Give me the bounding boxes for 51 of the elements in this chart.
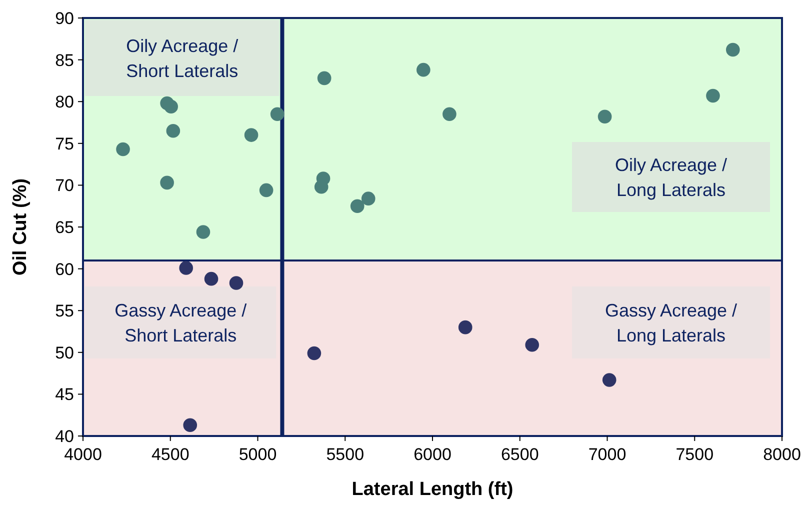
point [160, 176, 174, 190]
x-tick-label: 7500 [676, 445, 714, 464]
point [166, 124, 180, 138]
annotation: Oily Acreage / Short Laterals [126, 36, 238, 81]
x-tick-label: 6000 [414, 445, 452, 464]
point [259, 183, 274, 198]
y-axis-title: Oil Cut (%) [10, 178, 31, 276]
annotation: Oily Acreage / Long Laterals [614, 155, 728, 200]
point [116, 142, 130, 156]
point [525, 338, 540, 352]
x-tick-label: 4000 [64, 445, 102, 464]
point [307, 346, 322, 360]
x-tick-label: 4500 [151, 445, 190, 464]
x-tick-label: 6500 [500, 445, 539, 464]
annotation: Gassy Acreage / Short Laterals [114, 300, 247, 346]
y-tick-label: 50 [55, 343, 74, 362]
point [602, 373, 616, 387]
x-tick-label: 7000 [588, 445, 626, 464]
y-tick-label: 40 [55, 427, 74, 446]
y-tick-label: 90 [55, 9, 74, 28]
point [314, 180, 328, 194]
point [196, 225, 210, 239]
x-tick-label: 5500 [326, 445, 364, 464]
point [317, 71, 332, 86]
point [442, 107, 456, 122]
y-tick-label: 45 [55, 385, 74, 404]
point [179, 261, 194, 275]
point [458, 320, 472, 334]
y-tick-label: 80 [55, 92, 74, 112]
point [229, 276, 244, 290]
y-tick-label: 75 [55, 134, 74, 154]
y-tick-label: 70 [55, 176, 74, 196]
point [183, 418, 198, 432]
x-tick-label: 8000 [763, 445, 801, 464]
y-tick-label: 65 [55, 218, 74, 237]
point [706, 88, 720, 103]
y-tick-label: 85 [55, 50, 74, 70]
point [416, 62, 430, 77]
point [204, 272, 218, 286]
point [164, 100, 178, 114]
y-tick-label: 55 [55, 302, 74, 321]
point [244, 128, 258, 142]
point [361, 192, 376, 206]
point [598, 110, 612, 124]
y-tick-label: 60 [55, 260, 74, 279]
point [726, 42, 740, 57]
point [270, 107, 284, 122]
point [350, 199, 364, 213]
x-axis-title: Lateral Length (ft) [352, 479, 514, 500]
x-tick-label: 5000 [238, 445, 277, 464]
annotation: Gassy Acreage / Long Laterals [604, 300, 738, 346]
